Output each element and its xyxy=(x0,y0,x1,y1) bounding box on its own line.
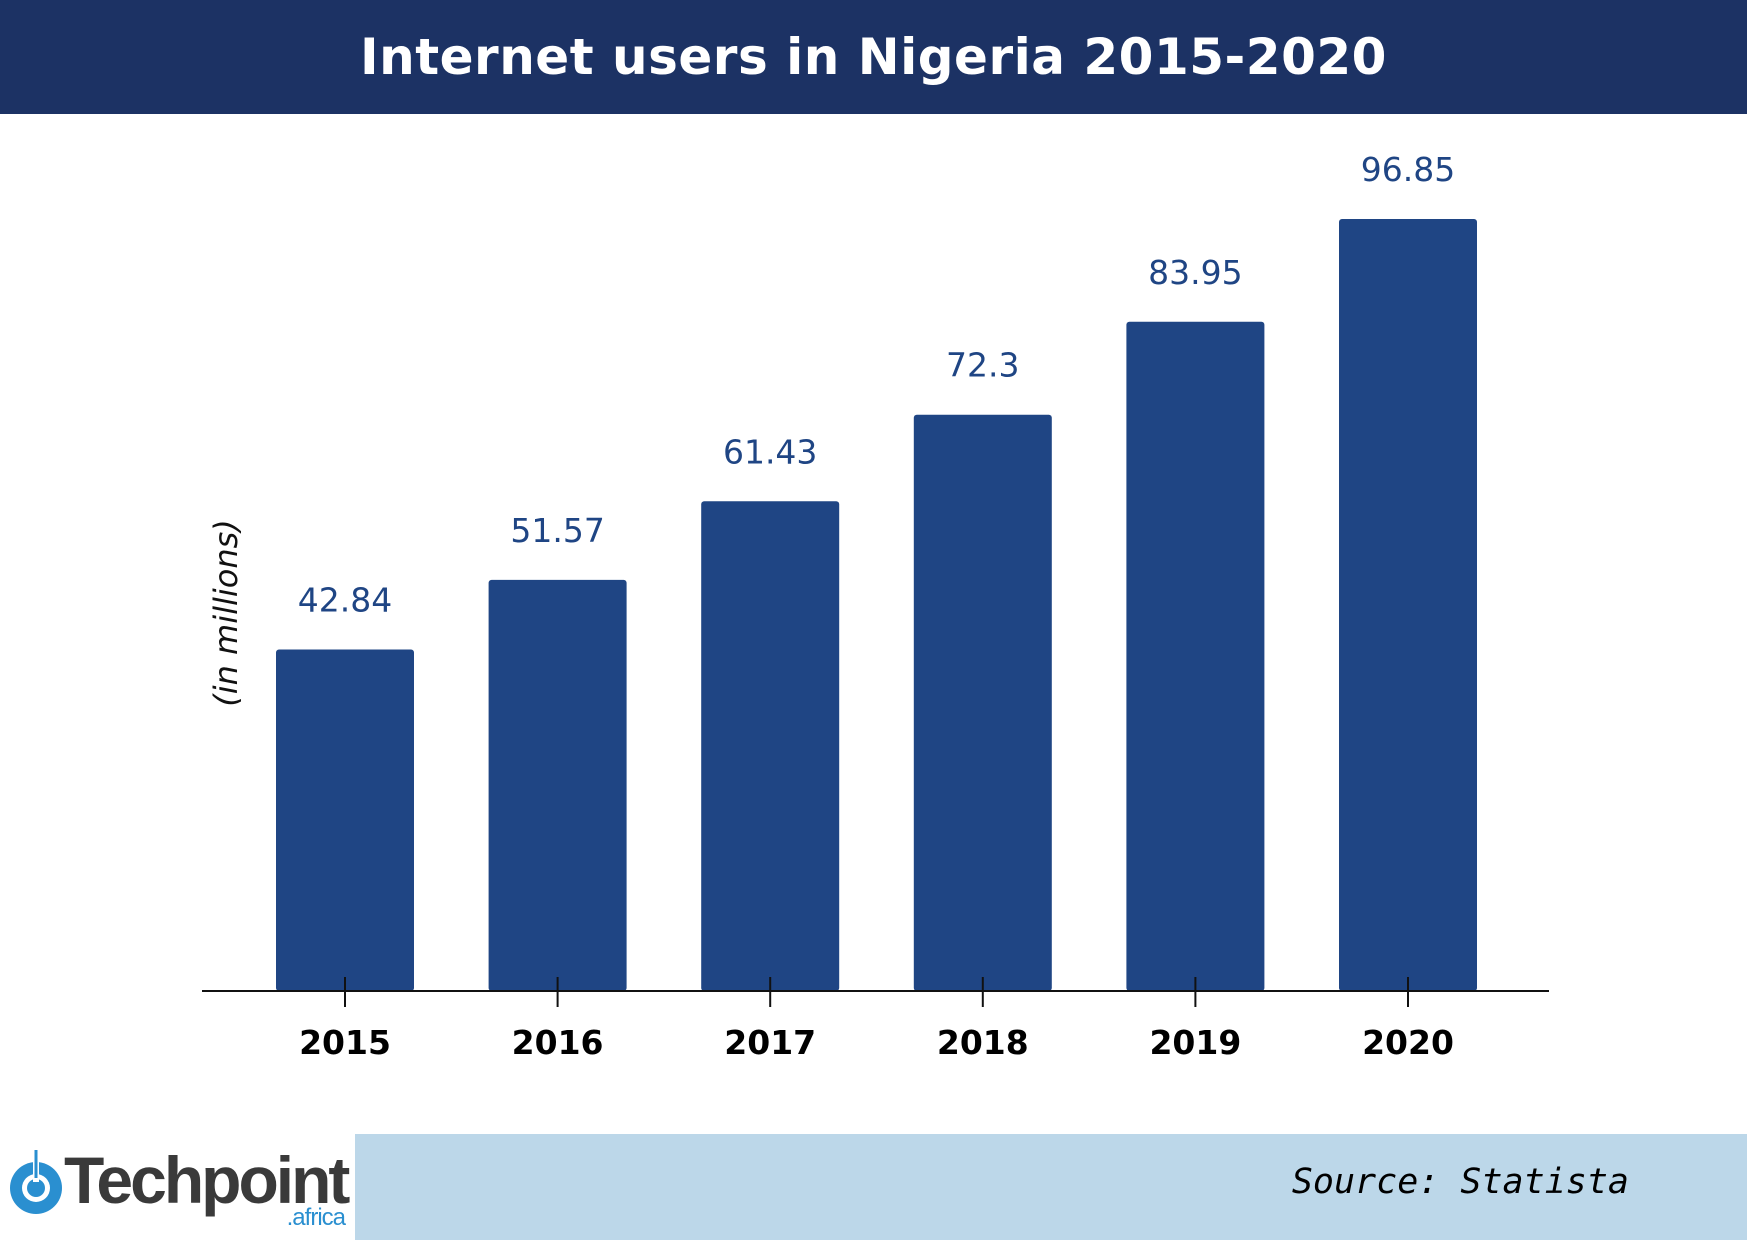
value-label-2019: 83.95 xyxy=(1148,253,1242,292)
value-label-2020: 96.85 xyxy=(1361,150,1455,189)
techpoint-logo-icon xyxy=(10,1150,62,1214)
bars-group xyxy=(276,219,1477,991)
logo-wordmark: Techpoint xyxy=(64,1143,350,1217)
x-ticks-group xyxy=(344,977,1409,1007)
bar-2016 xyxy=(488,579,627,991)
x-tick-label-2017: 2017 xyxy=(724,1023,816,1062)
value-label-2015: 42.84 xyxy=(298,581,392,620)
title-bar: Internet users in Nigeria 2015-2020 xyxy=(0,0,1747,114)
x-tick-label-2019: 2019 xyxy=(1149,1023,1241,1062)
x-tick-label-2015: 2015 xyxy=(299,1023,391,1062)
x-tick-label-2016: 2016 xyxy=(512,1023,604,1062)
value-labels-group: 42.84 51.57 61.43 72.3 83.95 96.85 xyxy=(298,150,1455,620)
x-tick-label-2018: 2018 xyxy=(937,1023,1029,1062)
x-tick-label-2020: 2020 xyxy=(1362,1023,1454,1062)
value-label-2016: 51.57 xyxy=(510,511,604,550)
bar-2015 xyxy=(276,649,414,991)
value-label-2017: 61.43 xyxy=(723,432,817,471)
chart-title: Internet users in Nigeria 2015-2020 xyxy=(360,28,1387,86)
source-credit: Source: Statista xyxy=(1291,1162,1629,1202)
y-axis-label: (in millions) xyxy=(207,519,245,707)
logo-subtext: .africa xyxy=(286,1204,346,1231)
bar-2017 xyxy=(701,501,840,991)
bar-2019 xyxy=(1126,321,1265,991)
bar-2018 xyxy=(913,414,1052,991)
bar-2020 xyxy=(1339,219,1477,991)
value-label-2018: 72.3 xyxy=(946,346,1019,385)
footer-bar: Techpoint .africa Source: Statista xyxy=(0,1134,1747,1240)
x-tick-labels-group: 2015 2016 2017 2018 2019 2020 xyxy=(299,1023,1454,1062)
logo: Techpoint .africa xyxy=(0,1134,355,1240)
